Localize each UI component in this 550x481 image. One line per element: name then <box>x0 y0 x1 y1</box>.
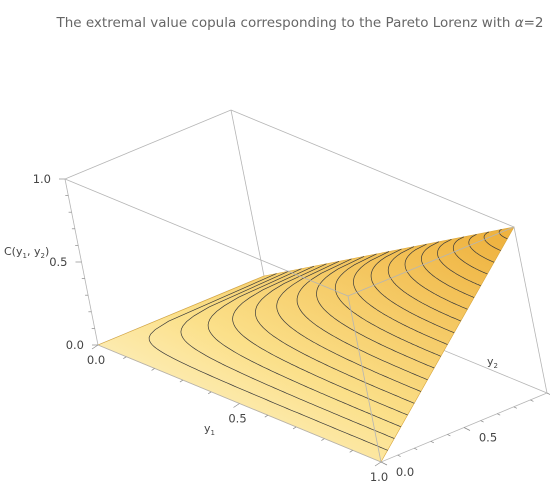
x-tick-mark <box>208 391 212 395</box>
contour-line <box>148 273 388 451</box>
x-tick-label: 0.0 <box>87 353 105 367</box>
x-tick-mark <box>292 426 297 430</box>
contour-line <box>255 263 415 404</box>
x-tick-label: 1.0 <box>370 470 388 481</box>
contour-line <box>452 236 488 275</box>
y-axis-label: y2 <box>487 355 498 370</box>
contour-line <box>180 270 395 439</box>
x-tick-mark <box>374 461 382 467</box>
y-tick-mark <box>546 392 550 395</box>
y-tick-mark <box>530 399 534 402</box>
contour-line <box>421 241 475 298</box>
contour-line <box>498 229 508 240</box>
y-tick-mark <box>513 406 517 409</box>
chart-title: The extremal value copula corresponding … <box>55 15 543 31</box>
x-tick-mark <box>179 379 184 383</box>
chart-title-suffix: =2 <box>524 15 544 31</box>
contour-line <box>207 268 402 428</box>
y-tick-mark <box>463 427 471 431</box>
y-tick-label: 0.0 <box>396 465 414 479</box>
y-tick-mark <box>480 420 484 423</box>
x-tick-mark <box>233 403 240 408</box>
contour-lines <box>148 229 508 451</box>
chart-title-alpha: α <box>515 15 524 31</box>
box-edge <box>513 226 548 394</box>
box-edge <box>64 109 232 180</box>
x-tick-mark <box>151 368 155 371</box>
axis-ticks: 0.00.51.00.00.51.00.00.51.0 <box>33 172 550 481</box>
y-tick-label: 0.5 <box>479 431 497 445</box>
z-tick-label: 1.0 <box>33 172 51 186</box>
surface <box>97 226 515 463</box>
contour-line <box>387 246 461 322</box>
box-edge <box>64 178 349 297</box>
x-tick-label: 0.5 <box>228 412 246 426</box>
box-edge <box>230 109 515 228</box>
y-tick-mark <box>447 434 451 437</box>
contour-line <box>370 248 455 334</box>
contour-line <box>437 238 481 287</box>
y-tick-mark <box>414 447 418 451</box>
contour-line <box>316 256 435 369</box>
x-tick-mark <box>91 344 99 350</box>
contour-line <box>232 265 408 416</box>
contour-line <box>296 258 428 381</box>
contour-line <box>353 251 448 345</box>
contour-line <box>404 243 468 310</box>
box-edge <box>347 295 382 463</box>
x-tick-mark <box>321 438 325 441</box>
z-tick-label: 0.0 <box>66 338 84 352</box>
box-edge <box>230 109 265 277</box>
contour-line <box>334 253 441 357</box>
y-tick-mark <box>397 454 401 457</box>
contour-line <box>468 233 495 263</box>
x-tick-mark <box>123 356 127 359</box>
z-tick-label: 0.5 <box>49 255 67 269</box>
x-tick-mark <box>264 414 268 418</box>
contour-line <box>276 260 422 392</box>
box-edge <box>347 226 515 297</box>
x-axis-label: y1 <box>204 422 215 437</box>
y-tick-mark <box>430 440 434 444</box>
z-axis-label: C(y1, y2) <box>4 245 49 260</box>
y-tick-mark <box>497 413 501 416</box>
chart-title-text: The extremal value copula corresponding … <box>55 15 514 31</box>
x-tick-mark <box>349 450 353 453</box>
contour-line <box>483 231 501 251</box>
y-tick-mark <box>380 461 388 466</box>
